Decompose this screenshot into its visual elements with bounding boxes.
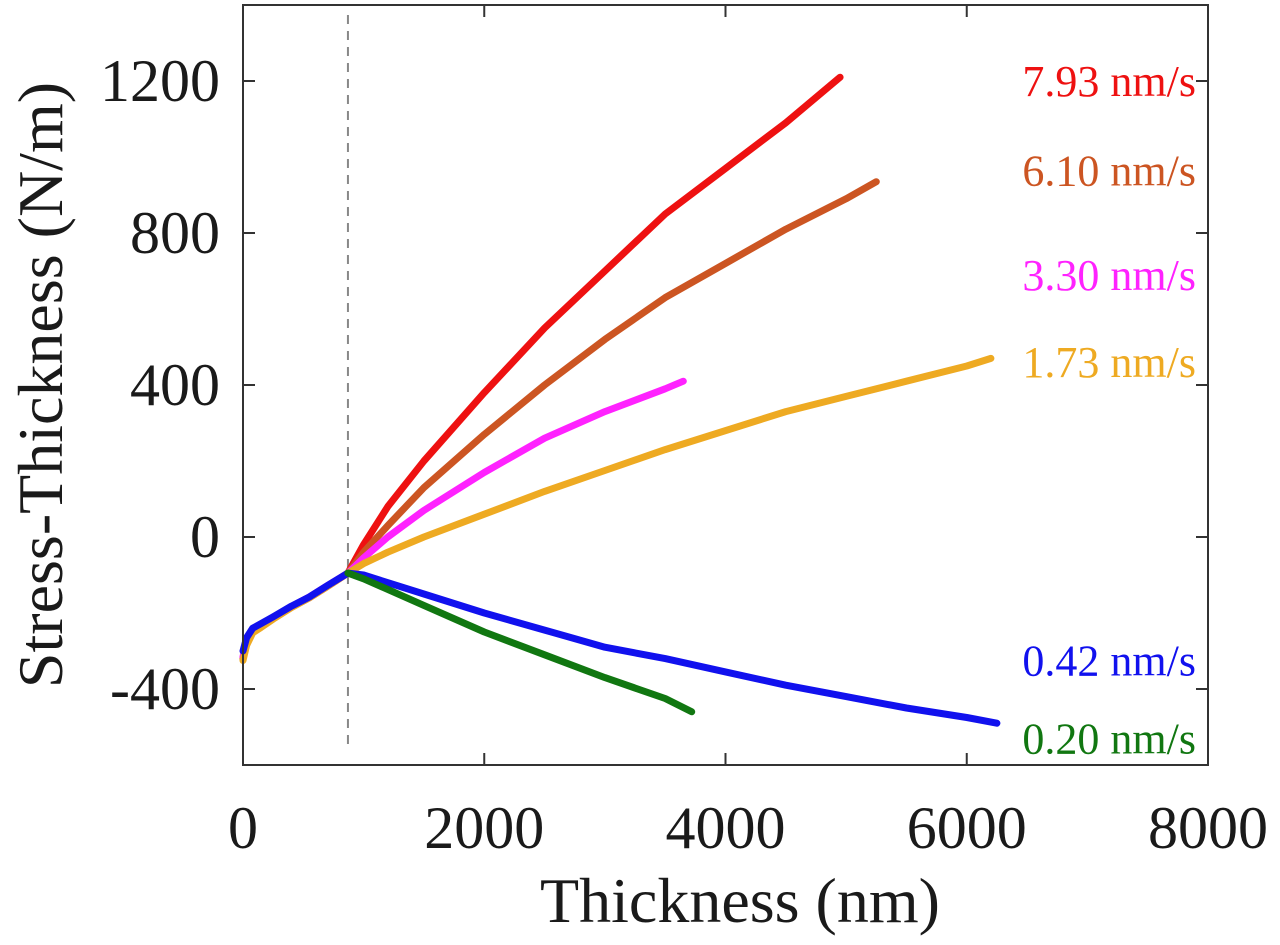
axis-ticks: 0 2000 4000 6000 8000 -400 0 400 800 1200 xyxy=(100,5,1268,861)
x-tick-label: 8000 xyxy=(1148,795,1268,861)
series-line xyxy=(344,569,696,716)
y-axis-title: Stress-Thickness (N/m) xyxy=(5,82,76,688)
y-tick-label: 1200 xyxy=(100,48,220,114)
series-line xyxy=(239,569,1001,727)
y-tick-label: 800 xyxy=(130,200,220,266)
y-tick-label: -400 xyxy=(110,656,220,722)
series-label: 1.73 nm/s xyxy=(1022,338,1196,387)
series-label: 3.30 nm/s xyxy=(1022,251,1196,300)
series-label: 6.10 nm/s xyxy=(1022,146,1196,195)
series-label: 7.93 nm/s xyxy=(1022,57,1196,106)
x-tick-label: 4000 xyxy=(666,795,786,861)
x-tick-label: 0 xyxy=(228,795,258,861)
series-label: 0.42 nm/s xyxy=(1022,637,1196,686)
x-tick-label: 6000 xyxy=(907,795,1027,861)
series-line xyxy=(239,178,880,663)
series-label: 0.20 nm/s xyxy=(1022,714,1196,763)
y-tick-label: 0 xyxy=(190,504,220,570)
series-line xyxy=(239,73,844,663)
x-tick-label: 2000 xyxy=(424,795,544,861)
x-axis-title: Thickness (nm) xyxy=(540,865,940,936)
y-tick-label: 400 xyxy=(130,352,220,418)
series-labels: 7.93 nm/s 6.10 nm/s 3.30 nm/s 1.73 nm/s 0.42… xyxy=(1022,57,1196,763)
series-lines xyxy=(239,73,1001,727)
plot-frame xyxy=(242,4,1209,766)
